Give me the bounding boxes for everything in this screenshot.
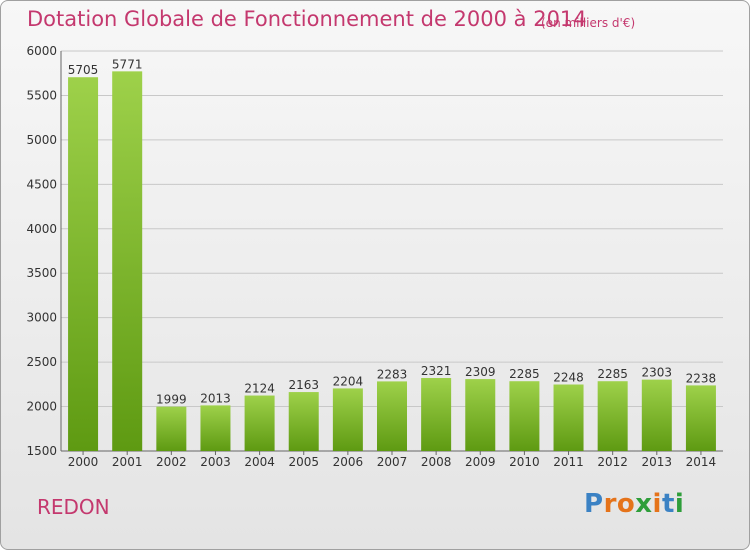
bar — [553, 384, 584, 451]
data-label: 2238 — [686, 371, 717, 385]
data-label: 2248 — [553, 371, 584, 385]
x-tick-label: 2003 — [200, 455, 231, 469]
logo-letter: i — [674, 489, 685, 519]
y-tick-label: 2500 — [26, 355, 57, 369]
logo-letter: i — [652, 489, 662, 519]
bar — [288, 392, 319, 451]
unit-note: (en milliers d'€) — [541, 16, 636, 30]
bar — [332, 388, 363, 451]
x-tick-label: 2006 — [333, 455, 364, 469]
bar — [509, 381, 540, 451]
logo-letter: t — [661, 489, 675, 519]
logo-letter: r — [603, 489, 617, 519]
data-label: 5771 — [112, 57, 143, 71]
x-tick-label: 2010 — [509, 455, 540, 469]
bar — [156, 406, 187, 451]
bar — [465, 379, 496, 451]
y-tick-label: 3000 — [26, 311, 57, 325]
x-tick-label: 2002 — [156, 455, 187, 469]
data-label: 2303 — [642, 366, 673, 380]
bar — [244, 395, 275, 451]
bar — [200, 405, 231, 451]
x-tick-label: 2004 — [244, 455, 275, 469]
logo-letter: P — [584, 489, 604, 519]
x-tick-label: 2008 — [421, 455, 452, 469]
data-label: 5705 — [68, 63, 99, 77]
bar — [68, 77, 99, 451]
data-label: 2321 — [421, 364, 452, 378]
bar — [421, 378, 452, 451]
x-tick-label: 2009 — [465, 455, 496, 469]
x-tick-label: 2014 — [686, 455, 717, 469]
data-label: 2285 — [597, 367, 628, 381]
data-label: 2013 — [200, 391, 231, 405]
data-label: 2283 — [377, 367, 408, 381]
data-label: 2204 — [333, 374, 364, 388]
bar — [377, 381, 407, 451]
y-tick-label: 4500 — [26, 177, 57, 191]
axes: 1500 2000 2500 3000 3500 4000 4500 5000 5500 6000… — [26, 44, 723, 469]
y-tick-label: 5500 — [26, 88, 57, 102]
y-tick-label: 6000 — [26, 44, 57, 58]
data-label: 2124 — [244, 382, 275, 396]
commune-name: REDON — [37, 495, 110, 519]
logo-letter: x — [635, 489, 653, 519]
y-tick-label: 4000 — [26, 222, 57, 236]
logo-letter: o — [616, 489, 636, 519]
y-tick-label: 3500 — [26, 266, 57, 280]
y-tick-label: 5000 — [26, 133, 57, 147]
x-tick-label: 2000 — [68, 455, 99, 469]
x-tick-label: 2001 — [112, 455, 143, 469]
data-label: 2163 — [288, 378, 319, 392]
y-tick-label: 2000 — [26, 400, 57, 414]
bar — [597, 381, 628, 451]
chart-title: Dotation Globale de Fonctionnement de 20… — [27, 7, 587, 31]
data-label: 2285 — [509, 367, 540, 381]
bar — [641, 379, 672, 451]
x-tick-label: 2011 — [553, 455, 584, 469]
x-tick-label: 2012 — [597, 455, 628, 469]
x-tick-label: 2013 — [642, 455, 673, 469]
y-tick-label: 1500 — [26, 444, 57, 458]
bars — [68, 71, 716, 451]
x-tick-label: 2007 — [377, 455, 408, 469]
data-labels: 5705 5771 1999 2013 2124 2163 2204 2283 2321 2309… — [68, 57, 716, 406]
bar — [685, 385, 716, 451]
bar — [112, 71, 143, 451]
data-label: 2309 — [465, 365, 496, 379]
proxiti-logo: Proxiti — [584, 489, 684, 519]
x-tick-label: 2005 — [288, 455, 319, 469]
data-label: 1999 — [156, 393, 187, 407]
